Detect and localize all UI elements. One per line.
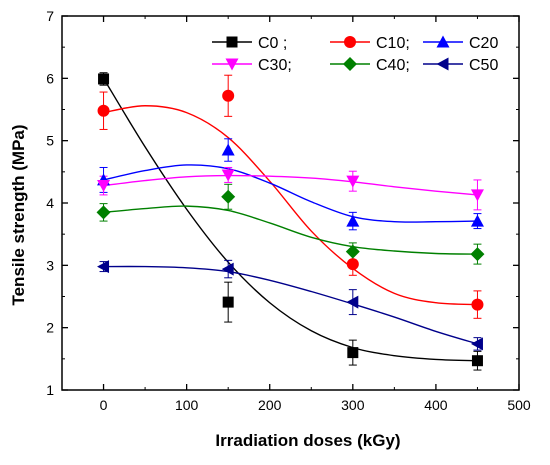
legend-marker-c50 (436, 57, 449, 71)
data-point-c0 (471, 355, 483, 367)
data-point-c40 (221, 189, 236, 204)
data-point-c40 (470, 247, 485, 262)
y-tick-label: 5 (46, 133, 54, 149)
axes-layer: 0 100 200 300 400 500 1 2 3 4 5 6 7 (46, 8, 531, 413)
data-point-c50 (470, 337, 483, 351)
data-point-c10 (346, 258, 359, 271)
data-points-layer (96, 73, 485, 367)
data-point-c50 (221, 262, 234, 276)
data-point-c30 (221, 169, 235, 182)
fit-curve-c20 (103, 164, 478, 223)
legend-marker-c40 (343, 57, 357, 71)
legend-label-c20: C20 (469, 35, 498, 52)
data-point-c10 (471, 298, 484, 311)
legend-marker-c0 (226, 36, 238, 48)
fit-curve-c50 (103, 265, 478, 345)
data-point-c20 (346, 214, 360, 227)
data-point-c10 (97, 104, 110, 117)
data-point-c30 (470, 189, 484, 202)
legend-label-c50: C50 (469, 57, 498, 74)
legend: C0 ; C10; C20 C30; C40; C50 (212, 35, 498, 74)
data-point-c30 (346, 175, 360, 188)
data-point-c50 (346, 295, 359, 309)
legend-label-c10: C10; (376, 35, 410, 52)
data-point-c40 (345, 244, 360, 259)
fit-curve-c10 (103, 105, 478, 306)
data-point-c20 (470, 214, 484, 227)
data-point-c0 (98, 73, 110, 85)
x-tick-label: 200 (258, 397, 282, 413)
legend-marker-c10 (344, 36, 356, 48)
y-tick-label: 4 (46, 195, 54, 211)
fit-curve-c30 (103, 174, 478, 196)
legend-label-c0: C0 ; (258, 35, 287, 52)
y-tick-label: 2 (46, 320, 54, 336)
x-tick-label: 500 (507, 397, 531, 413)
legend-marker-c20 (436, 35, 450, 48)
x-tick-label: 100 (175, 397, 199, 413)
x-tick-label: 0 (100, 397, 108, 413)
y-tick-label: 1 (46, 382, 54, 398)
fit-curve-c40 (103, 205, 478, 255)
data-point-c10 (222, 89, 235, 102)
data-point-c40 (96, 205, 111, 220)
y-axis-label: Tensile strength (MPa) (9, 124, 28, 305)
x-tick-label: 400 (424, 397, 448, 413)
fit-curve-c0 (102, 77, 478, 362)
y-tick-label: 7 (46, 8, 54, 24)
data-point-c50 (97, 260, 110, 274)
data-point-c20 (221, 143, 235, 156)
data-point-c30 (97, 180, 111, 193)
x-tick-label: 300 (341, 397, 365, 413)
y-tick-label: 6 (46, 70, 54, 86)
y-tick-label: 3 (46, 257, 54, 273)
legend-label-c30: C30; (258, 57, 292, 74)
data-point-c0 (222, 296, 234, 308)
fit-curves-layer (102, 77, 478, 362)
legend-label-c40: C40; (376, 57, 410, 74)
legend-marker-c30 (225, 58, 239, 71)
data-point-c0 (347, 347, 359, 359)
x-axis-label: Irradiation doses (kGy) (215, 431, 400, 450)
